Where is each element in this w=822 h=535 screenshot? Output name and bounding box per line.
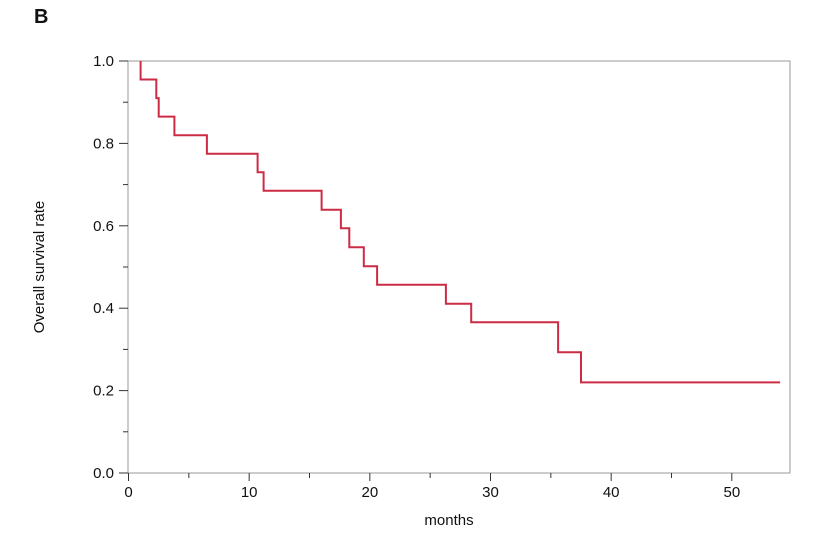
x-axis-label: months (424, 512, 473, 529)
survival-series (139, 61, 781, 384)
x-tick-label: 10 (241, 484, 258, 501)
y-tick-label: 0.0 (93, 465, 114, 482)
x-tick-label: 30 (482, 484, 499, 501)
y-tick-label: 1.0 (93, 53, 114, 70)
y-tick-label: 0.8 (93, 135, 114, 152)
x-axis-ticks: 0 10 20 30 40 50 (124, 473, 740, 501)
y-axis-label: Overall survival rate (31, 201, 48, 334)
x-tick-label: 50 (723, 484, 740, 501)
x-tick-label: 20 (361, 484, 378, 501)
y-tick-label: 0.6 (93, 218, 114, 235)
y-tick-label: 0.4 (93, 300, 114, 317)
x-tick-label: 0 (124, 484, 132, 501)
y-axis-ticks: 0.0 0.2 0.4 0.6 0.8 1.0 (93, 53, 128, 482)
plot-frame (127, 60, 791, 474)
y-tick-label: 0.2 (93, 383, 114, 400)
x-tick-label: 40 (603, 484, 620, 501)
panel-label: B (34, 6, 49, 28)
survival-curve (139, 61, 781, 384)
axes (127, 60, 791, 474)
